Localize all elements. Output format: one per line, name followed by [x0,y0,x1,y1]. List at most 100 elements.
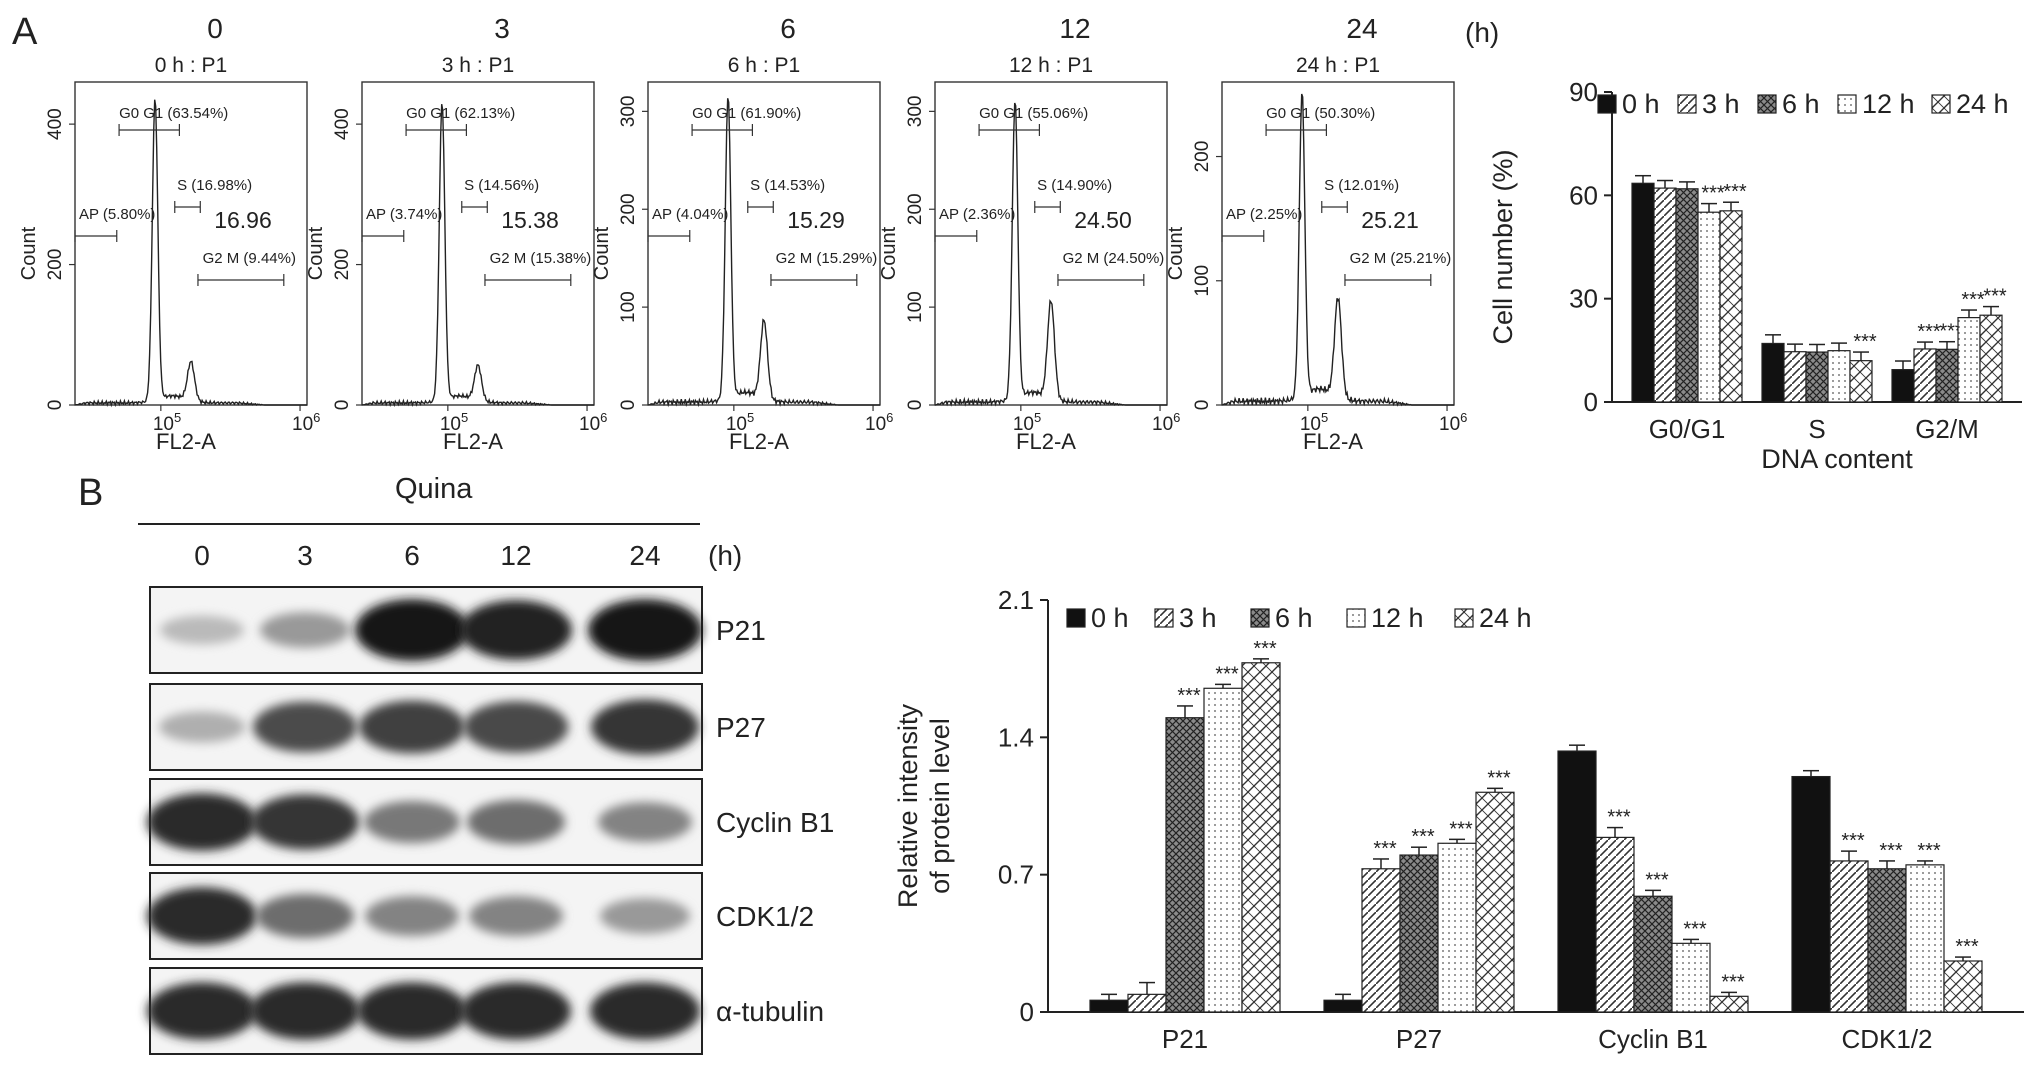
legend-swatch [1346,608,1366,628]
bar-6h-P21 [1165,717,1205,1013]
significance-stars: *** [1215,663,1239,685]
bar-12h-S [1827,350,1851,403]
g2m-label: G2 M (24.50%) [1063,250,1165,267]
blot-band [460,600,572,660]
lane-label: 12 [500,540,531,571]
legend-swatch [1837,94,1857,114]
significance-stars: *** [1683,918,1707,940]
legend-swatch [1454,608,1474,628]
blot-band [598,802,692,842]
legend-swatch [1250,608,1270,628]
x-tick-exponent: 5 [461,410,468,425]
plot-title: 0 h : P1 [155,54,227,77]
blot-band [147,887,257,945]
y-tick-label: 0 [905,400,926,411]
x-axis-label: FL2-A [156,429,216,454]
y-tick-label: 100 [1192,265,1213,297]
ap-label: AP (4.04%) [652,206,728,223]
significance-stars: *** [1879,840,1903,862]
y-axis-label: Cell number (%) [1488,149,1518,344]
y-tick-label: 400 [332,108,353,140]
s-label: S (14.90%) [1037,177,1112,194]
histogram-curve [647,98,880,408]
bar-0h-G0/G1 [1631,182,1655,403]
bar-3h-P27 [1361,868,1401,1013]
lane-label: 3 [297,540,313,571]
blot-strip-4: α-tubulin [147,967,824,1055]
plot-title: 12 h : P1 [1009,54,1093,77]
y-tick-label: 200 [618,193,639,225]
s-value: 24.50 [1074,207,1132,233]
x-tick-label: 106 [1152,410,1180,435]
category-label: S [1808,414,1825,444]
significance-stars: *** [1721,971,1745,993]
bar-6h-G0/G1 [1675,188,1699,403]
ap-label: AP (2.25%) [1226,206,1302,223]
legend-label: 12 h [1862,89,1915,119]
s-value: 15.29 [787,207,845,233]
x-tick-exponent: 6 [1173,410,1180,425]
panel-label-b: B [78,472,103,514]
bar-3h-G2/M [1913,348,1937,403]
time-header: 24 [1346,13,1377,44]
time-header: 0 [207,13,223,44]
blot-band [357,982,467,1040]
blot-band [251,794,359,850]
bar-24h-CDK1/2 [1943,960,1983,1013]
blot-unit-label: (h) [708,540,742,571]
protein-label: P27 [716,712,766,743]
y-tick-label: 300 [905,96,926,128]
blot-band [159,711,245,743]
significance-stars: *** [1983,286,2007,308]
blot-band [463,701,569,753]
s-label: S (16.98%) [177,177,252,194]
ap-label: AP (3.74%) [366,206,442,223]
bar-3h-CDK1/2 [1829,860,1869,1013]
ap-label: AP (2.36%) [939,206,1015,223]
bar-6h-Cyclin B1 [1633,895,1673,1013]
bar-24h-P27 [1475,791,1515,1013]
bar-12h-Cyclin B1 [1671,942,1711,1013]
y-axis-label-line: of protein level [925,718,955,894]
blot-band [160,615,244,645]
y-axis-label: Count [591,226,613,280]
plot-frame [647,81,881,406]
category-label: CDK1/2 [1841,1024,1932,1054]
blot-band [365,896,459,936]
bar-3h-G0/G1 [1653,187,1677,403]
g2m-label: G2 M (15.29%) [776,250,878,267]
g0g1-label: G0 G1 (62.13%) [406,105,515,122]
y-tick-label: 0 [1020,997,1034,1027]
blot-strip-2: Cyclin B1 [147,778,834,866]
x-axis-label: FL2-A [1016,429,1076,454]
category-label: P21 [1162,1024,1208,1054]
y-tick-label: 1.4 [998,722,1034,752]
y-tick-label: 300 [618,96,639,128]
bar-6h-P27 [1399,854,1439,1013]
legend-swatch [1757,94,1777,114]
lane-label: 24 [629,540,660,571]
bar-6h-G2/M [1935,348,1959,403]
legend-label: 0 h [1622,89,1660,119]
legend-label: 3 h [1179,603,1217,633]
y-tick-label: 0 [1584,387,1598,417]
g0g1-label: G0 G1 (61.90%) [692,105,801,122]
y-tick-label: 200 [905,193,926,225]
x-tick-exponent: 6 [1460,410,1467,425]
bar-24h-P21 [1241,662,1281,1013]
significance-stars: *** [1607,807,1631,829]
plot-frame [934,81,1168,406]
bar-24h-G0/G1 [1719,210,1743,403]
significance-stars: *** [1177,685,1201,707]
lane-label: 6 [404,540,420,571]
blot-band [260,612,350,648]
flow-unit-label: (h) [1465,17,1499,48]
plot-title: 3 h : P1 [442,54,514,77]
legend-swatch [1677,94,1697,114]
histogram-curve [934,102,1167,407]
x-tick-exponent: 6 [886,410,893,425]
blot-band [461,982,571,1040]
